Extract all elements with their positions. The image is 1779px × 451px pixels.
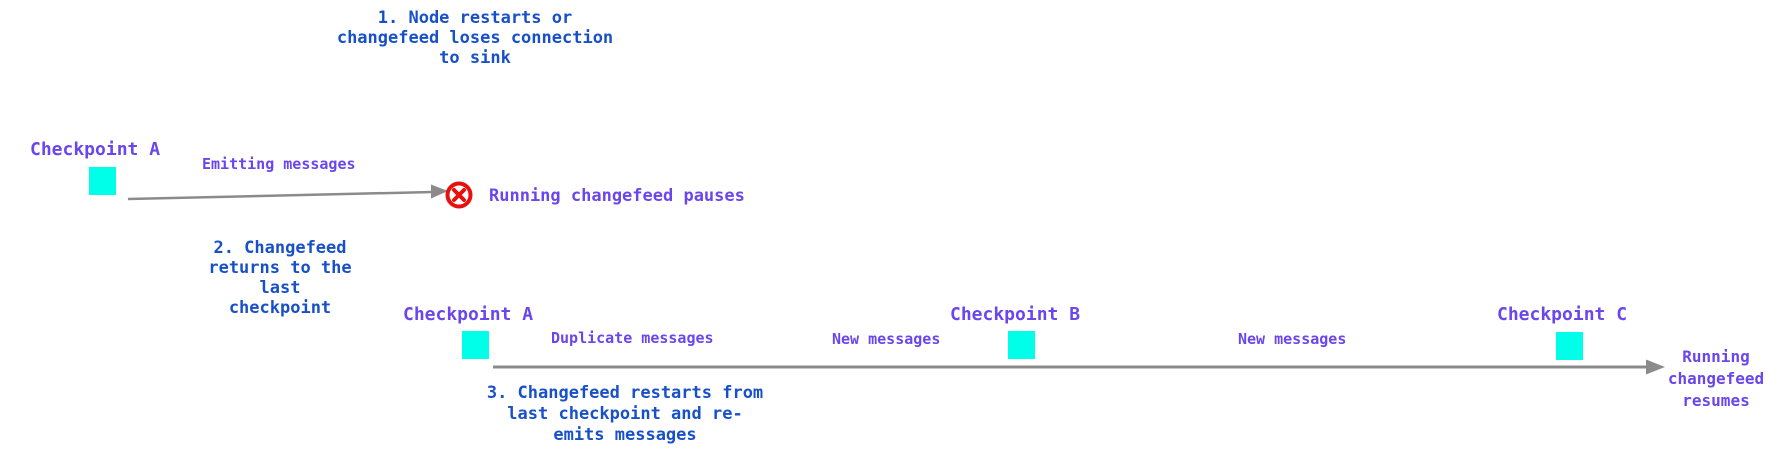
emitting-messages-label: Emitting messages <box>202 155 356 173</box>
checkpoint-b-marker <box>1008 331 1035 359</box>
step-3-annotation: 3. Changefeed restarts from last checkpo… <box>486 383 764 445</box>
new-messages-label-1: New messages <box>832 330 941 348</box>
duplicate-messages-label: Duplicate messages <box>551 329 714 347</box>
new-messages-label-2: New messages <box>1238 330 1347 348</box>
step-1-annotation: 1. Node restarts or changefeed loses con… <box>336 8 614 68</box>
running-changefeed-resumes-label: Running changefeed resumes <box>1667 347 1765 410</box>
timeline2-checkpoint-c-label: Checkpoint C <box>1497 304 1628 325</box>
checkpoint-a-marker <box>89 167 116 195</box>
step-2-annotation: 2. Changefeed returns to the last checkp… <box>208 238 352 318</box>
timeline2-arrowhead-icon <box>1646 359 1665 375</box>
checkpoint-a2-marker <box>462 331 489 359</box>
timeline2-checkpoint-b-label: Checkpoint B <box>950 304 1081 325</box>
timeline1-arrow-line <box>127 190 434 201</box>
checkpoint-c-marker <box>1556 332 1583 360</box>
timeline1-checkpoint-a-label: Checkpoint A <box>30 139 161 160</box>
running-changefeed-pauses-label: Running changefeed pauses <box>489 186 745 206</box>
timeline1-arrowhead-icon <box>431 184 448 199</box>
timeline2-checkpoint-a-label: Checkpoint A <box>403 304 534 325</box>
circled-x-icon <box>445 181 473 209</box>
